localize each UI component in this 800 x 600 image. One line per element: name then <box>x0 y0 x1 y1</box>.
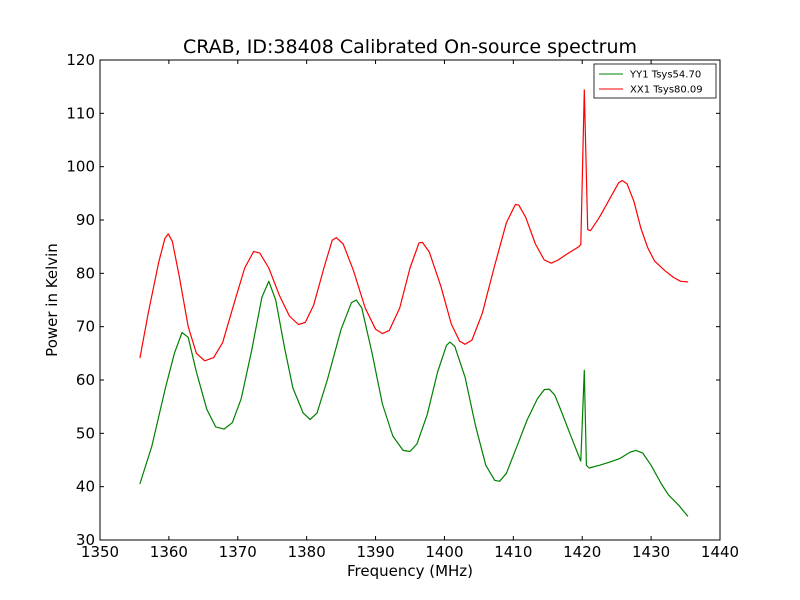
x-tick-label: 1380 <box>288 543 326 561</box>
x-tick-label: 1350 <box>81 543 119 561</box>
y-tick-label: 60 <box>76 371 95 389</box>
y-tick-label: 30 <box>76 531 95 549</box>
legend-label-xx1: XX1 Tsys80.09 <box>630 85 703 96</box>
x-axis-label: Frequency (MHz) <box>347 562 473 580</box>
legend-label-yy1: YY1 Tsys54.70 <box>629 70 701 81</box>
legend-box <box>593 63 717 99</box>
plot-frame <box>99 59 721 541</box>
x-tick-label: 1390 <box>356 543 394 561</box>
y-tick-label: 120 <box>66 51 95 69</box>
x-tick-label: 1430 <box>632 543 670 561</box>
x-tick-label: 1360 <box>150 543 188 561</box>
y-axis-label: Power in Kelvin <box>43 243 61 357</box>
x-tick-label: 1420 <box>563 543 601 561</box>
chart-title: CRAB, ID:38408 Calibrated On-source spec… <box>183 36 637 58</box>
x-tick-label: 1410 <box>494 543 532 561</box>
y-tick-label: 50 <box>76 424 95 442</box>
y-tick-label: 100 <box>66 158 95 176</box>
y-tick-label: 40 <box>76 478 95 496</box>
x-tick-label: 1400 <box>425 543 463 561</box>
data-series <box>139 89 689 517</box>
series-line-xx1 <box>139 89 689 362</box>
series-line-yy1 <box>139 280 689 517</box>
plot-area <box>100 60 720 540</box>
y-tick-label: 110 <box>66 104 95 122</box>
y-tick-label: 90 <box>76 211 95 229</box>
x-tick-label: 1440 <box>701 543 739 561</box>
axis-ticks: 1350 1360 1370 1380 1390 1400 1410 1420 1430 1440… <box>66 51 739 561</box>
legend: YY1 Tsys54.70 XX1 Tsys80.09 <box>593 63 717 99</box>
y-tick-label: 70 <box>76 318 95 336</box>
y-tick-label: 80 <box>76 264 95 282</box>
x-tick-label: 1370 <box>219 543 257 561</box>
